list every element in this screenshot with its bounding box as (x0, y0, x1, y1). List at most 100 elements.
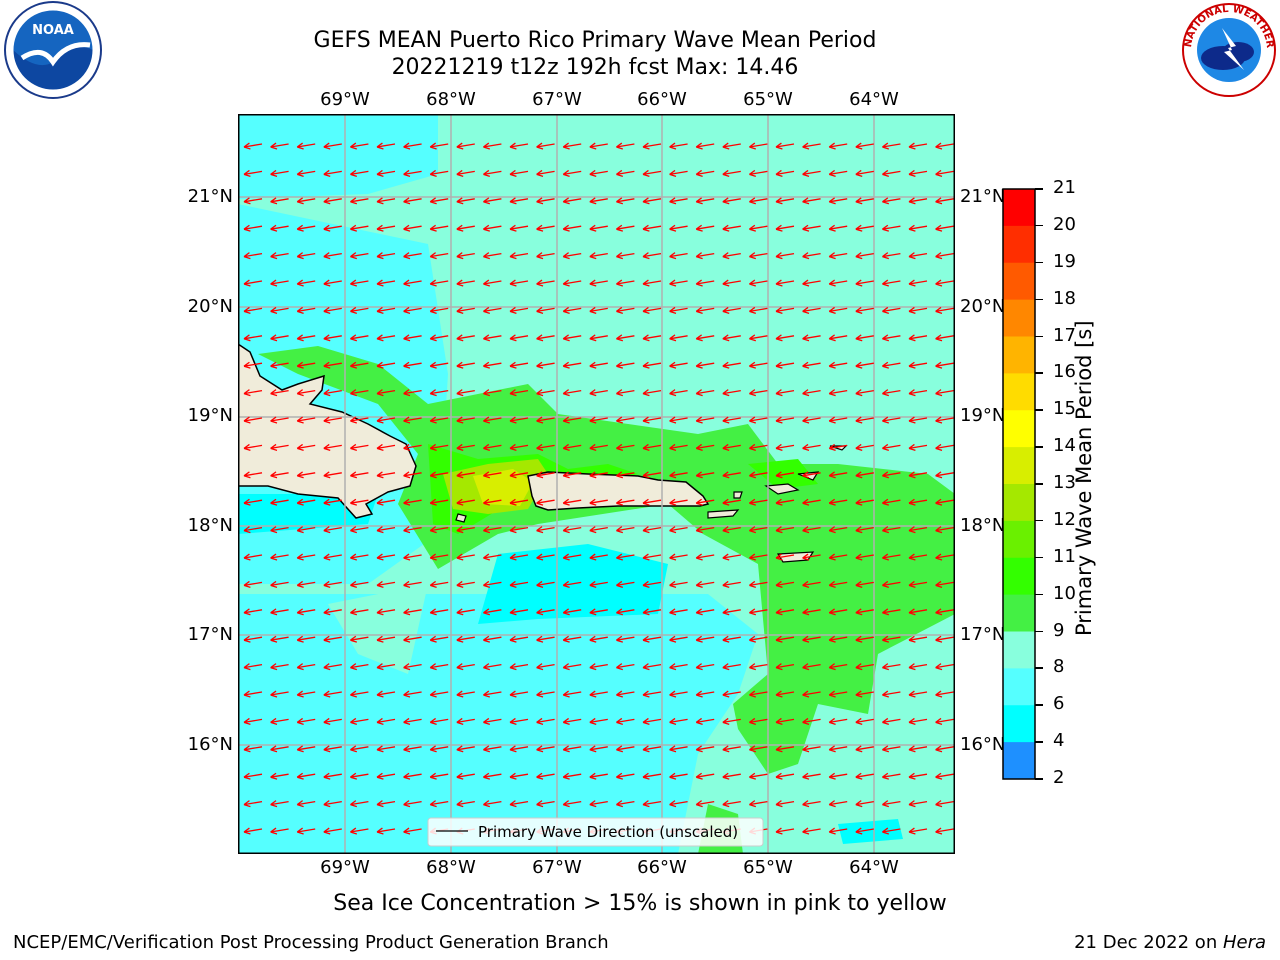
wave-arrow (562, 389, 582, 397)
wave-arrow (509, 334, 529, 342)
wave-arrow (642, 608, 662, 616)
wave-arrow (429, 580, 449, 588)
period-6s-south-east (838, 819, 903, 844)
wave-arrow (270, 169, 289, 177)
wave-arrow (296, 498, 316, 506)
wave-arrow (509, 498, 529, 506)
wave-arrow (669, 772, 688, 780)
wave-arrow (882, 800, 901, 808)
wave-arrow (350, 717, 369, 725)
wave-arrow (589, 169, 608, 177)
wave-arrow (483, 608, 502, 616)
wave-arrow (509, 306, 529, 314)
colorbar-tick-label: 20 (1053, 213, 1076, 235)
wave-arrow (935, 608, 954, 616)
wave-arrow (908, 800, 928, 808)
wave-arrow (695, 306, 715, 314)
svg-text:NOAA: NOAA (32, 23, 74, 38)
wave-arrow (722, 745, 741, 753)
wave-arrow (270, 498, 289, 506)
colorbar-segment (1003, 484, 1035, 522)
wave-arrow (855, 663, 874, 671)
wave-arrow (509, 279, 529, 287)
wave-arrow (908, 252, 928, 260)
wave-arrow (562, 498, 582, 506)
wave-arrow (589, 690, 608, 698)
wave-arrow (456, 306, 475, 314)
lat-label-right-17n: 17°N (960, 624, 1006, 645)
colorbar-tick (1035, 261, 1043, 264)
wave-arrow (616, 361, 635, 369)
wave-arrow (642, 800, 662, 808)
wave-arrow (828, 306, 848, 314)
wave-arrow (775, 745, 795, 753)
wave-arrow (882, 580, 901, 588)
wave-arrow (243, 361, 263, 369)
wave-arrow (908, 608, 928, 616)
wave-arrow (908, 361, 928, 369)
wave-arrow (509, 361, 529, 369)
wave-arrow (749, 663, 768, 671)
wave-arrow (562, 197, 582, 205)
wave-arrow (429, 142, 449, 150)
wave-arrow (669, 717, 688, 725)
wave-arrow (616, 471, 635, 479)
wave-arrow (616, 197, 635, 205)
lat-label-right-19n: 19°N (960, 405, 1006, 426)
wave-arrow (855, 471, 874, 479)
wave-arrow (695, 443, 715, 451)
wave-arrow (376, 416, 396, 424)
wave-arrow (695, 197, 715, 205)
wave-arrow (589, 745, 608, 753)
colorbar-segment (1003, 594, 1035, 632)
wave-arrow (642, 361, 662, 369)
colorbar-segment (1003, 410, 1035, 448)
wave-arrow (350, 389, 369, 397)
wave-arrow (536, 553, 555, 561)
colorbar-tick-label: 15 (1053, 398, 1076, 420)
wave-arrow (749, 608, 768, 616)
wave-arrow (802, 745, 821, 753)
wave-arrow (589, 717, 608, 725)
wave-arrow (802, 252, 821, 260)
wave-arrow (376, 800, 396, 808)
wave-arrow (775, 197, 795, 205)
wave-arrow (669, 471, 688, 479)
wave-arrow (695, 252, 715, 260)
lat-label-left-16n: 16°N (187, 734, 233, 755)
wave-arrow (509, 608, 529, 616)
wave-arrow (562, 608, 582, 616)
wave-arrow (562, 635, 582, 643)
wave-arrow (376, 142, 396, 150)
wave-arrow (642, 663, 662, 671)
wave-arrow (323, 663, 342, 671)
wave-arrow (882, 197, 901, 205)
wave-arrow (456, 580, 475, 588)
wave-arrow (775, 389, 795, 397)
colorbar-tick-label: 8 (1053, 656, 1065, 678)
wave-arrow (695, 772, 715, 780)
colorbar-label: Primary Wave Mean Period [s] (1072, 320, 1096, 636)
wave-arrow (882, 416, 901, 424)
colorbar-segment (1003, 336, 1035, 374)
wave-arrow (376, 635, 396, 643)
lon-label-bottom-69w: 69°W (320, 857, 370, 878)
wave-arrow (616, 443, 635, 451)
wave-arrow (908, 197, 928, 205)
wave-arrow (882, 772, 901, 780)
wave-arrow (908, 169, 928, 177)
wave-arrow (403, 526, 422, 534)
colorbar-tick-label: 4 (1053, 730, 1065, 752)
wave-arrow (616, 416, 635, 424)
wave-arrow (509, 772, 529, 780)
wave-arrow (722, 224, 741, 232)
wave-arrow (323, 635, 342, 643)
wave-arrow (536, 498, 555, 506)
wave-arrow (536, 471, 555, 479)
wave-arrow (589, 224, 608, 232)
wave-arrow (589, 306, 608, 314)
wave-arrow (775, 663, 795, 671)
wave-arrow (828, 498, 848, 506)
wave-arrow (616, 608, 635, 616)
wave-arrow (456, 416, 475, 424)
